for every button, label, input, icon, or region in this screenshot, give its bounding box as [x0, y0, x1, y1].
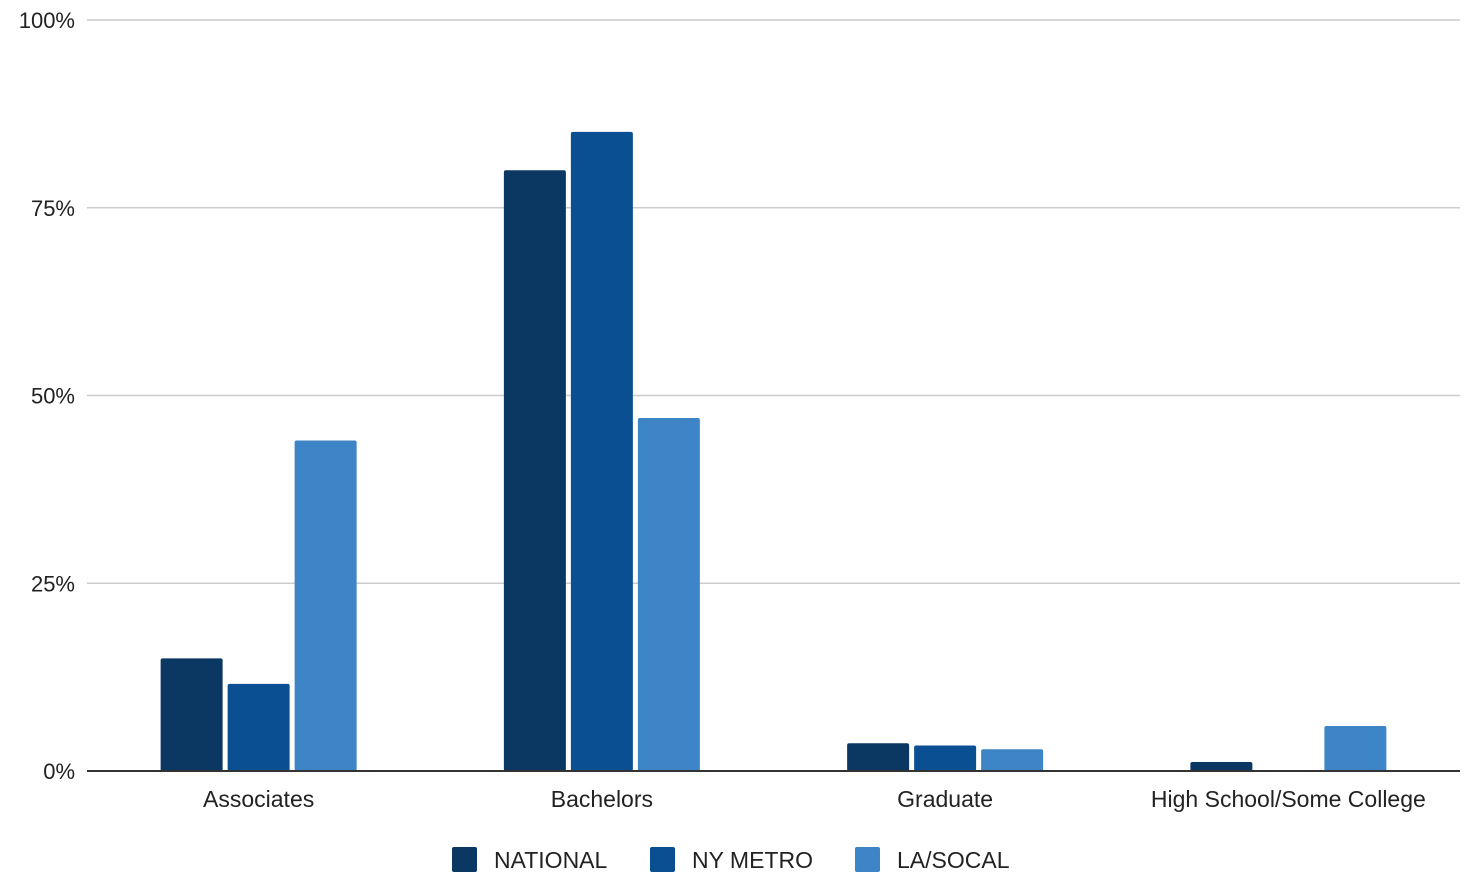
x-category-label: High School/Some College: [1151, 786, 1426, 812]
bars: [160, 131, 1387, 772]
x-category-label: Bachelors: [551, 786, 653, 812]
y-tick-label: 50%: [31, 384, 75, 409]
legend-swatch: [650, 847, 675, 872]
x-category-label: Graduate: [897, 786, 993, 812]
legend-label: LA/SOCAL: [897, 847, 1010, 873]
legend: NATIONAL NY METRO LA/SOCAL: [452, 847, 1010, 873]
bar-national-high-school-some-college: [1190, 761, 1253, 771]
x-axis-category-labels: Associates Bachelors Graduate High School/S…: [203, 786, 1426, 812]
bar-la-socal-bachelors: [637, 418, 700, 771]
gridlines: [87, 19, 1460, 584]
bar-ny-metro-bachelors: [570, 131, 633, 772]
y-tick-label: 75%: [31, 196, 75, 221]
bar-national-associates: [160, 658, 223, 771]
legend-label: NATIONAL: [494, 847, 608, 873]
legend-label: NY METRO: [692, 847, 813, 873]
bar-la-socal-high-school-some-college: [1324, 725, 1387, 771]
y-tick-label: 100%: [19, 8, 75, 33]
y-tick-label: 25%: [31, 571, 75, 596]
y-axis-tick-labels: 0% 25% 50% 75% 100%: [19, 8, 75, 784]
x-category-label: Associates: [203, 786, 314, 812]
bar-national-bachelors: [503, 170, 566, 771]
bar-ny-metro-associates: [227, 683, 290, 771]
legend-swatch: [452, 847, 477, 872]
y-tick-label: 0%: [43, 759, 75, 784]
bar-la-socal-associates: [294, 440, 357, 771]
bar-national-graduate: [847, 743, 910, 771]
bar-la-socal-graduate: [981, 749, 1044, 771]
legend-swatch: [855, 847, 880, 872]
bar-ny-metro-graduate: [914, 745, 977, 771]
